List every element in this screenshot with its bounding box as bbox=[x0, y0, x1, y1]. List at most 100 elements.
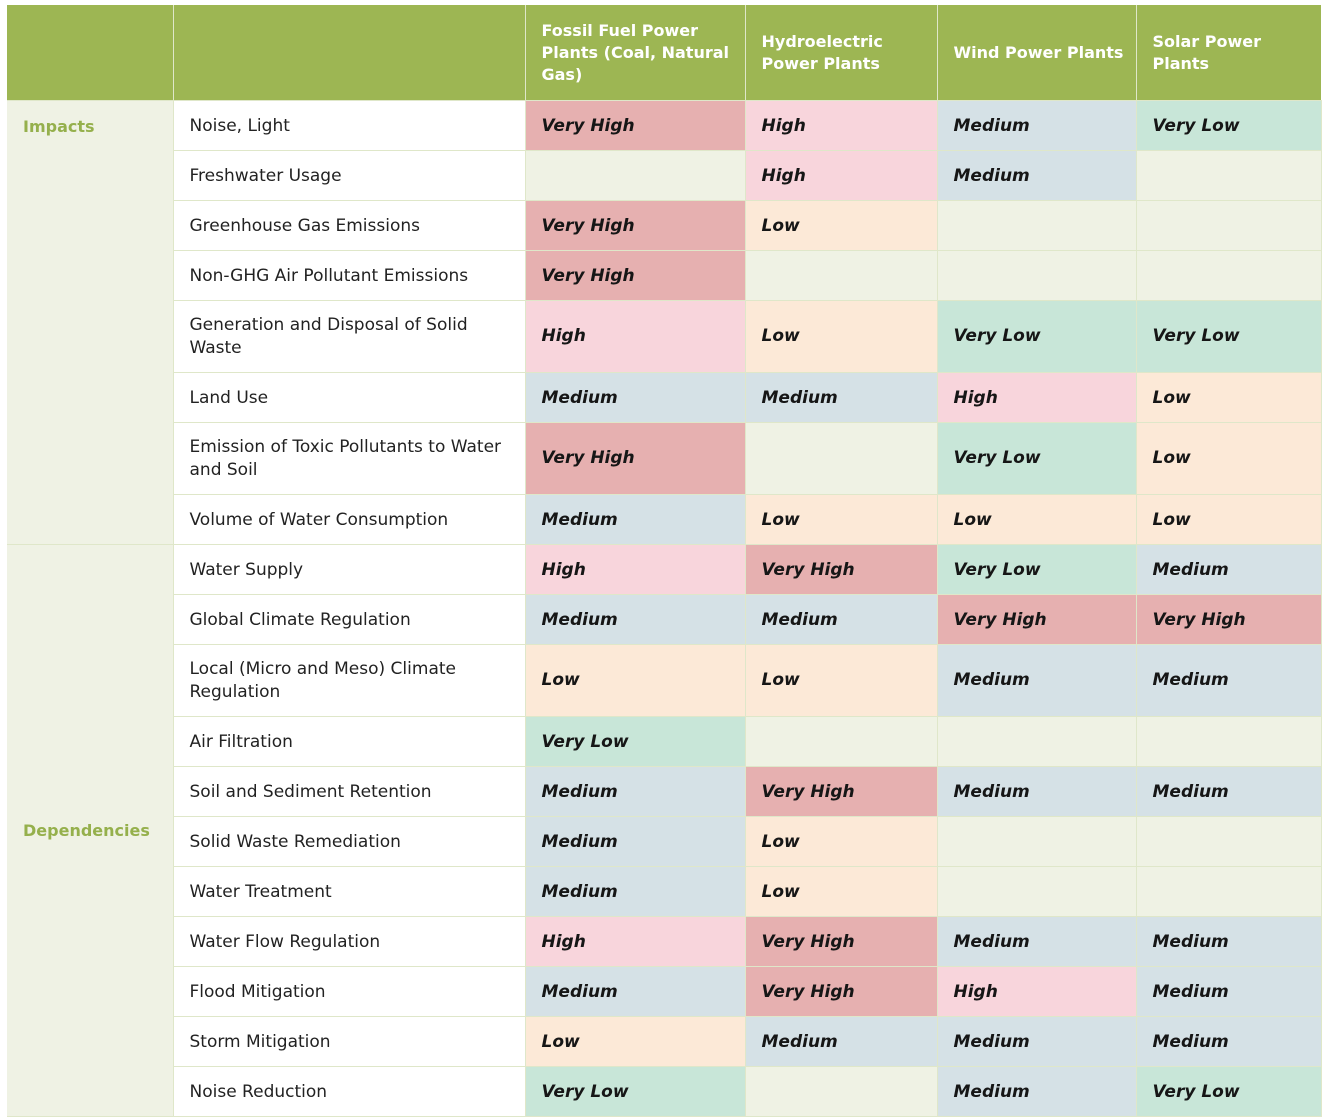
rating-cell: Very High bbox=[1135, 594, 1322, 645]
rating-cell: Medium bbox=[936, 1066, 1137, 1117]
factor-label: Noise, Light bbox=[172, 100, 526, 151]
rating-cell: Low bbox=[524, 1016, 746, 1067]
rating-cell: Very High bbox=[744, 916, 938, 967]
rating-cell: High bbox=[936, 372, 1137, 423]
factor-label: Noise Reduction bbox=[172, 1066, 526, 1117]
table-row: Local (Micro and Meso) Climate Regulatio… bbox=[7, 644, 1322, 717]
table-row: Emission of Toxic Pollutants to Water an… bbox=[7, 422, 1322, 495]
rating-cell: Low bbox=[1135, 422, 1322, 495]
rating-cell: Medium bbox=[1135, 544, 1322, 595]
table-row: Flood Mitigation Medium Very High High Mediu… bbox=[7, 966, 1322, 1017]
table-row: Generation and Disposal of Solid Waste Hi… bbox=[7, 300, 1322, 373]
rating-cell: Very Low bbox=[524, 1066, 746, 1117]
header-factor bbox=[173, 5, 526, 101]
rating-cell: Medium bbox=[524, 816, 746, 867]
table-row: Greenhouse Gas Emissions Very High Low bbox=[7, 200, 1322, 251]
rating-cell: Very Low bbox=[524, 716, 746, 767]
rating-cell: Low bbox=[936, 494, 1137, 545]
rating-cell: High bbox=[524, 916, 746, 967]
factor-label: Land Use bbox=[172, 372, 526, 423]
rating-cell bbox=[1135, 250, 1322, 301]
rating-cell: Low bbox=[744, 200, 938, 251]
rating-cell: Medium bbox=[936, 150, 1137, 201]
factor-label: Water Flow Regulation bbox=[172, 916, 526, 967]
rating-cell: Very High bbox=[524, 200, 746, 251]
header-fossil-fuel: Fossil Fuel Power Plants (Coal, Natural … bbox=[525, 5, 746, 101]
header-row: Fossil Fuel Power Plants (Coal, Natural … bbox=[7, 5, 1321, 101]
rating-cell: Very High bbox=[524, 422, 746, 495]
rating-cell: Medium bbox=[524, 766, 746, 817]
factor-label: Local (Micro and Meso) Climate Regulatio… bbox=[172, 644, 526, 717]
header-solar: Solar Power Plants bbox=[1136, 5, 1321, 101]
factor-label: Non-GHG Air Pollutant Emissions bbox=[172, 250, 526, 301]
rating-cell: Medium bbox=[744, 372, 938, 423]
table-row: Storm Mitigation Low Medium Medium Medium bbox=[7, 1016, 1322, 1067]
rating-cell: Very Low bbox=[1135, 1066, 1322, 1117]
table-row: Dependencies Water Supply High Very High Ver… bbox=[7, 544, 1322, 1117]
rating-cell: Medium bbox=[936, 644, 1137, 717]
rating-cell: Low bbox=[744, 816, 938, 867]
header-corner bbox=[7, 5, 174, 101]
rating-cell: High bbox=[936, 966, 1137, 1017]
rating-cell: Low bbox=[744, 494, 938, 545]
rating-cell bbox=[936, 250, 1137, 301]
rating-cell: Very High bbox=[524, 100, 746, 151]
rating-cell: Very High bbox=[524, 250, 746, 301]
factor-label: Emission of Toxic Pollutants to Water an… bbox=[172, 422, 526, 495]
rating-cell: Medium bbox=[1135, 1016, 1322, 1067]
rating-cell bbox=[936, 866, 1137, 917]
rating-cell: Medium bbox=[524, 594, 746, 645]
rating-cell: Very Low bbox=[1135, 300, 1322, 373]
rating-cell bbox=[1135, 150, 1322, 201]
table-row: Volume of Water Consumption Medium Low Low L… bbox=[7, 494, 1322, 545]
rating-cell: Medium bbox=[744, 1016, 938, 1067]
factor-label: Freshwater Usage bbox=[172, 150, 526, 201]
rating-cell: Very High bbox=[744, 766, 938, 817]
factor-label: Solid Waste Remediation bbox=[172, 816, 526, 867]
table-row: Impacts Noise, Light Very High High Medium Ve… bbox=[7, 100, 1322, 545]
factor-label: Soil and Sediment Retention bbox=[172, 766, 526, 817]
rating-cell: Very Low bbox=[1135, 100, 1322, 151]
table-row: Water Flow Regulation High Very High Medium… bbox=[7, 916, 1322, 967]
factor-label: Global Climate Regulation bbox=[172, 594, 526, 645]
rating-cell bbox=[1135, 200, 1322, 251]
rating-cell: Very Low bbox=[936, 422, 1137, 495]
table-row: Land Use Medium Medium High Low bbox=[7, 372, 1322, 423]
factor-label: Greenhouse Gas Emissions bbox=[172, 200, 526, 251]
rating-cell bbox=[524, 150, 746, 201]
table-row: Solid Waste Remediation Medium Low bbox=[7, 816, 1322, 867]
rating-cell: Medium bbox=[524, 866, 746, 917]
rating-cell: Medium bbox=[936, 1016, 1137, 1067]
table-row: Air Filtration Very Low bbox=[7, 716, 1322, 767]
factor-label: Water Supply bbox=[172, 544, 526, 595]
rating-cell bbox=[1135, 716, 1322, 767]
rating-cell bbox=[744, 1066, 938, 1117]
rating-cell: Medium bbox=[936, 100, 1137, 151]
rating-cell: Medium bbox=[1135, 766, 1322, 817]
rating-cell bbox=[744, 250, 938, 301]
rating-cell: Medium bbox=[1135, 966, 1322, 1017]
rating-cell: Very High bbox=[744, 544, 938, 595]
rating-cell: Very Low bbox=[936, 544, 1137, 595]
rating-cell: Medium bbox=[1135, 644, 1322, 717]
rating-cell: Medium bbox=[1135, 916, 1322, 967]
rating-cell bbox=[744, 716, 938, 767]
rating-cell: Low bbox=[524, 644, 746, 717]
factor-label: Air Filtration bbox=[172, 716, 526, 767]
rating-cell: Low bbox=[744, 300, 938, 373]
rating-cell: Low bbox=[744, 866, 938, 917]
rating-cell: Low bbox=[744, 644, 938, 717]
rating-cell: High bbox=[744, 100, 938, 151]
rating-cell: Very High bbox=[936, 594, 1137, 645]
rating-cell bbox=[744, 422, 938, 495]
factor-label: Flood Mitigation bbox=[172, 966, 526, 1017]
rating-cell bbox=[936, 816, 1137, 867]
table-row: Noise Reduction Very Low Medium Very Low bbox=[7, 1066, 1322, 1117]
header-hydroelectric: Hydroelectric Power Plants bbox=[745, 5, 938, 101]
rating-cell: High bbox=[744, 150, 938, 201]
table-row: Freshwater Usage High Medium bbox=[7, 150, 1322, 201]
rating-cell: Low bbox=[1135, 372, 1322, 423]
rating-cell: High bbox=[524, 544, 746, 595]
table-row: Water Treatment Medium Low bbox=[7, 866, 1322, 917]
rating-cell bbox=[936, 716, 1137, 767]
